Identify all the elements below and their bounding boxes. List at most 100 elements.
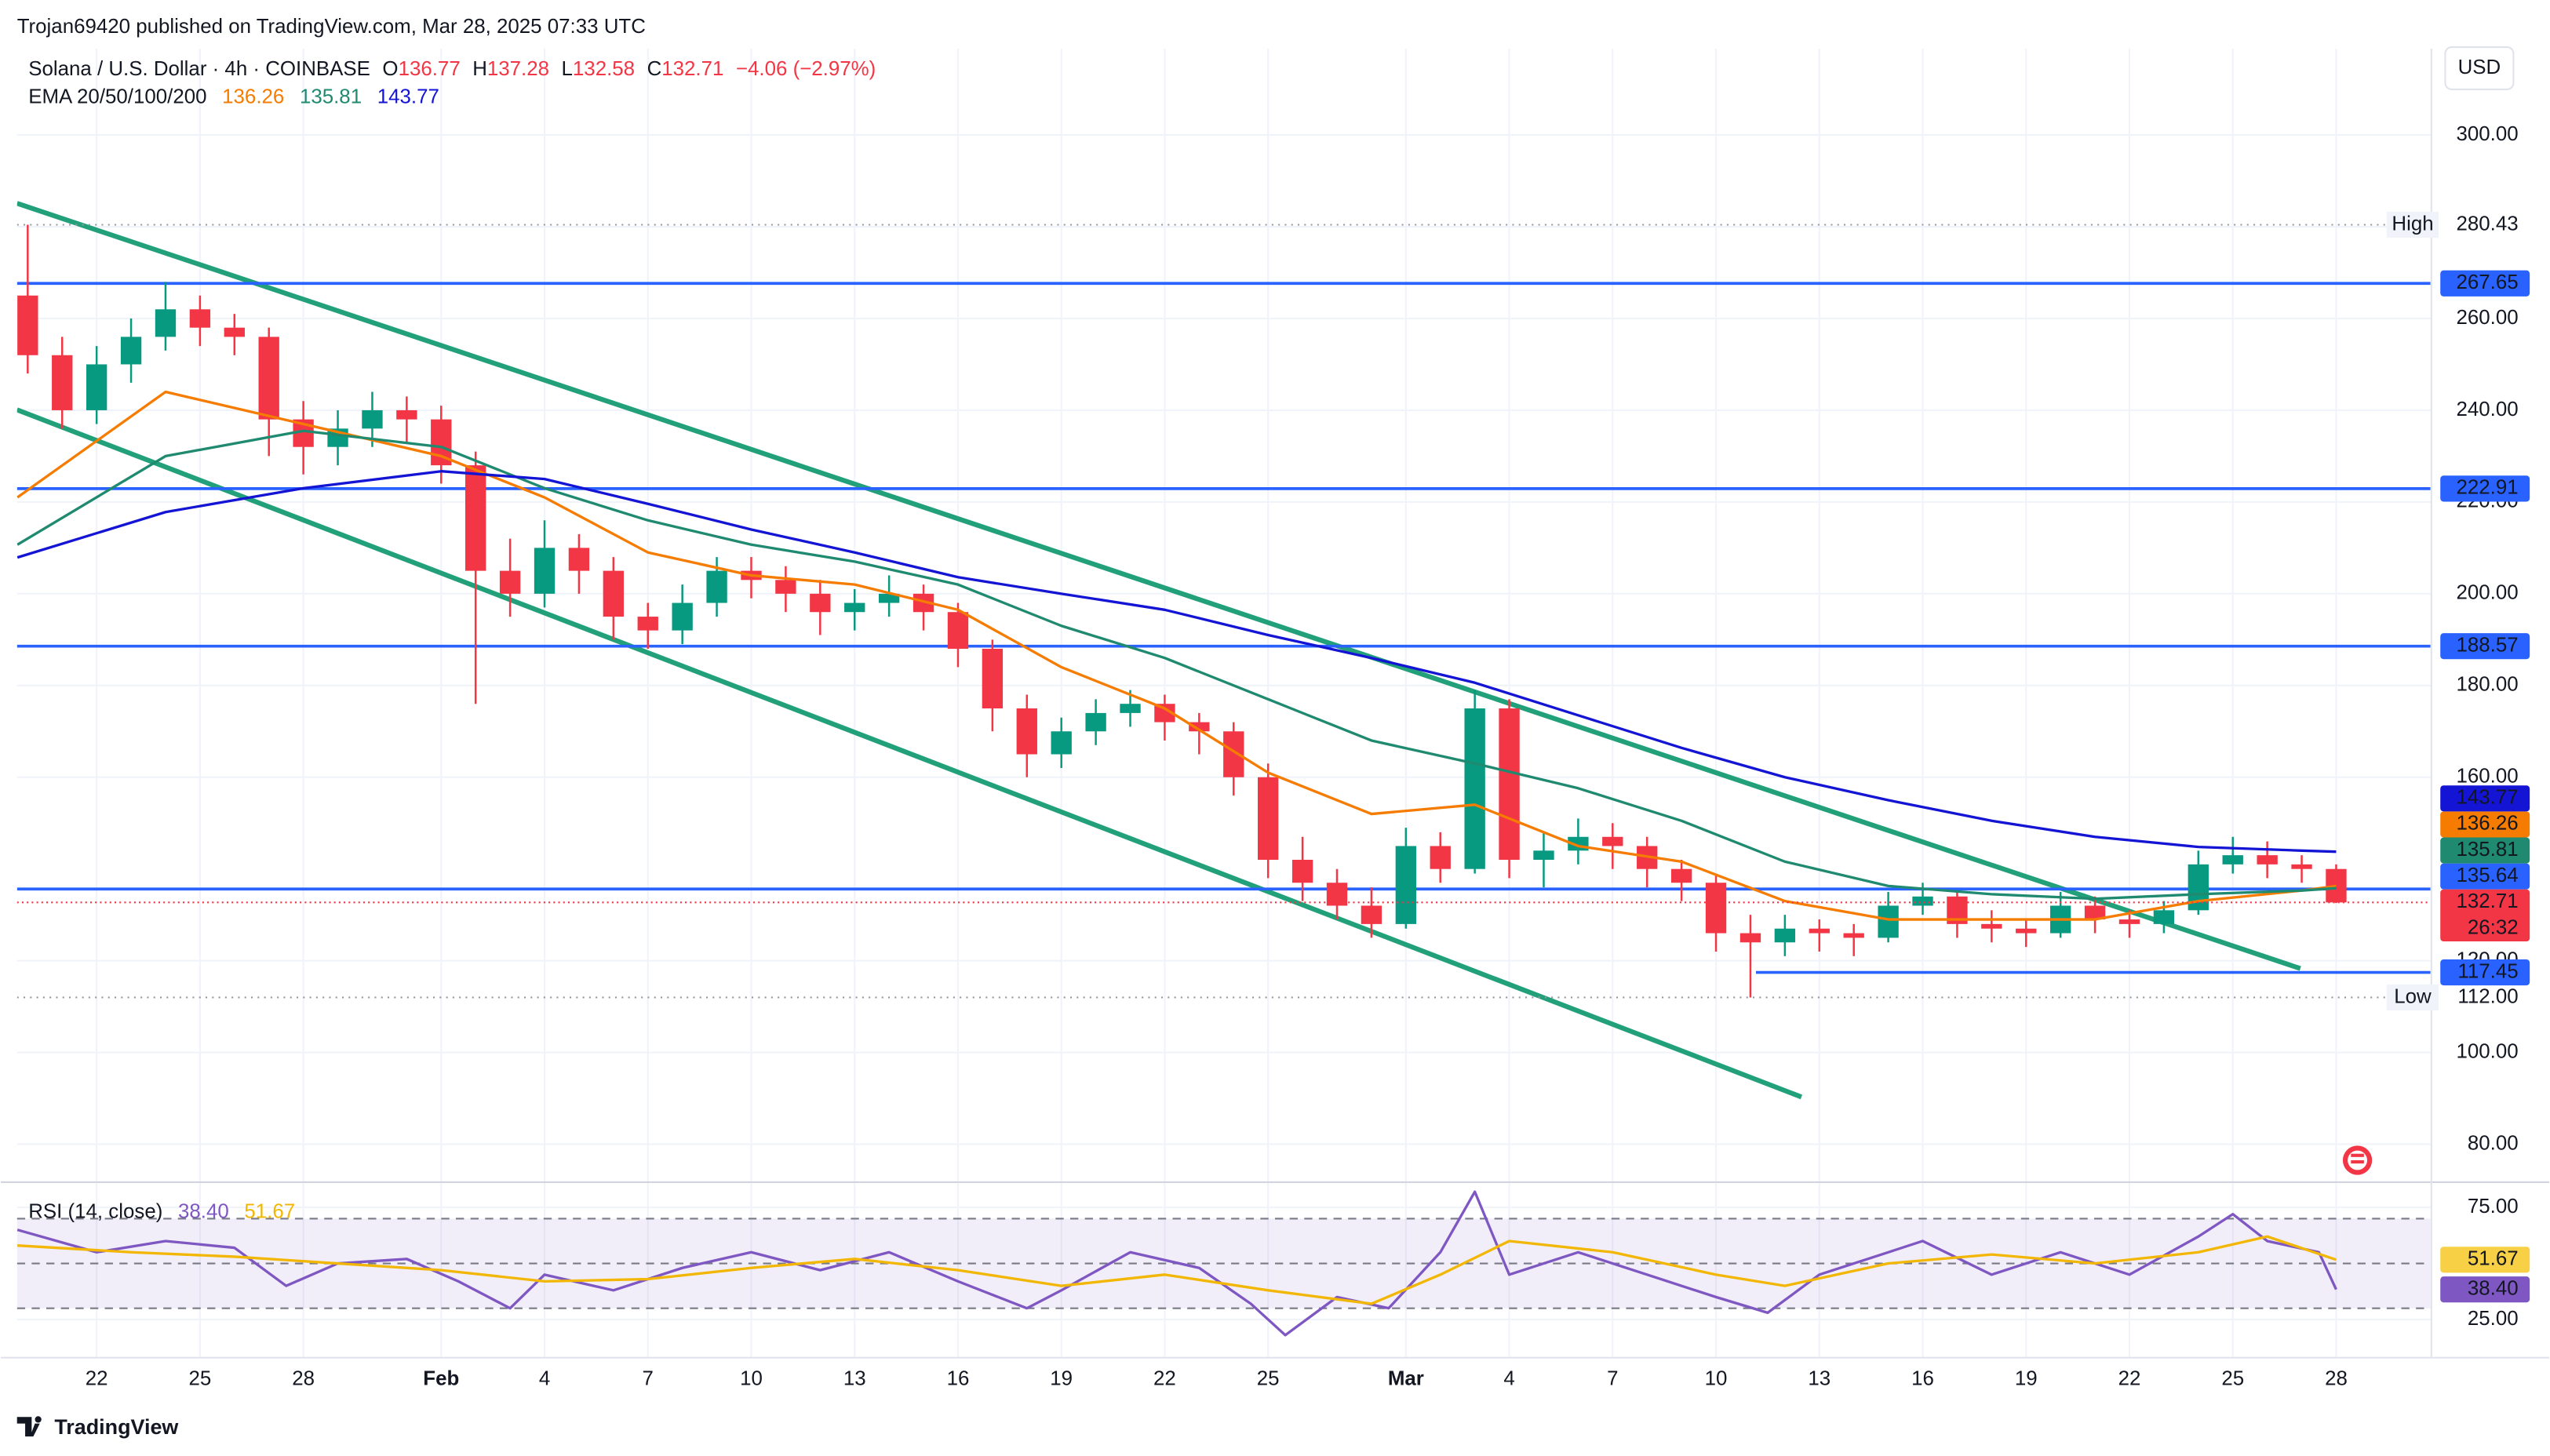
candle-body — [947, 612, 969, 650]
candle-body — [603, 570, 625, 617]
extreme-tag-text: 112.00 — [2457, 985, 2518, 1007]
candle-body — [155, 309, 177, 337]
candle-body — [1499, 708, 1520, 861]
ema-value: 143.77 — [377, 86, 439, 107]
candle-body — [1464, 708, 1485, 869]
candle-body — [1395, 846, 1417, 924]
y-tick-label: 160.00 — [2456, 766, 2518, 788]
x-tick-label: Mar — [1388, 1367, 1424, 1389]
candle-body — [1602, 836, 1623, 846]
candle-body — [982, 649, 1004, 709]
plot — [16, 201, 2431, 1337]
candle-body — [1705, 883, 1727, 934]
ema-label: EMA 20/50/100/200 — [28, 86, 206, 107]
candle-body — [1670, 868, 1692, 883]
price-tag-text: 135.81 — [2456, 839, 2518, 861]
price-tag-text: 222.91 — [2456, 477, 2518, 499]
flag-icon — [2342, 1145, 2373, 1175]
y-tick-label: 300.00 — [2456, 123, 2518, 145]
x-tick-label: 28 — [2325, 1367, 2348, 1389]
low-label: L — [562, 58, 573, 80]
candle-body — [1361, 905, 1382, 924]
x-tick-label: 7 — [1607, 1367, 1618, 1389]
open-label: O — [382, 58, 398, 80]
extreme-tag-text: 280.43 — [2456, 213, 2518, 235]
low-value: 132.58 — [573, 58, 635, 80]
trend-line — [16, 407, 1803, 1100]
x-tick-label: 28 — [292, 1367, 315, 1389]
candle-body — [2153, 910, 2175, 924]
candle-body — [810, 593, 831, 613]
y-tick-label: 260.00 — [2456, 307, 2518, 329]
x-tick-label: 10 — [1705, 1367, 1728, 1389]
candle-body — [1189, 722, 1210, 732]
candle-body — [1809, 928, 1830, 934]
price-tag-text: 267.65 — [2456, 271, 2518, 293]
candle-body — [396, 410, 417, 420]
candle-body — [1258, 777, 1279, 861]
extreme-label-box — [2386, 211, 2439, 238]
candle-body — [1981, 923, 2002, 929]
candle-body — [1430, 846, 1451, 869]
y-tick-label: 180.00 — [2456, 674, 2518, 696]
candle-body — [17, 295, 38, 355]
grid — [16, 49, 2431, 1357]
candle-body — [534, 548, 556, 594]
rsi-ma-value: 51.67 — [244, 1200, 295, 1222]
currency-button[interactable] — [2444, 46, 2515, 90]
price-tag — [2440, 837, 2530, 864]
price-tag — [2440, 959, 2530, 986]
series-line — [16, 1190, 2337, 1337]
high-value: 137.28 — [487, 58, 549, 80]
currency[interactable]: USD — [2458, 56, 2501, 78]
price-tag-text: 51.67 — [2468, 1248, 2519, 1270]
pane — [16, 1190, 2431, 1337]
x-tick-label: 16 — [947, 1367, 970, 1389]
candle-body — [52, 355, 73, 410]
extreme-label: Low — [2394, 985, 2432, 1007]
price-tag-text: 117.45 — [2457, 960, 2518, 982]
candle-body — [1912, 896, 1933, 906]
candle-body — [362, 410, 383, 429]
candle-body — [568, 548, 590, 571]
x-tick-label: 16 — [1911, 1367, 1934, 1389]
countdown: 26:32 — [2468, 916, 2519, 938]
candle-body — [2291, 864, 2312, 869]
ema-value: 135.81 — [300, 86, 362, 107]
candle-body — [1291, 860, 1313, 883]
x-tick-label: 22 — [86, 1367, 108, 1389]
tradingview-logo — [16, 1416, 42, 1437]
high-label: H — [472, 58, 487, 80]
x-tick-label: 25 — [188, 1367, 211, 1389]
open-value: 136.77 — [399, 58, 461, 80]
candle-body — [2222, 855, 2243, 864]
ema-legend: EMA 20/50/100/200 136.26 135.81 143.77 — [28, 86, 439, 107]
candle-body — [224, 327, 245, 337]
x-tick-label: 19 — [2015, 1367, 2038, 1389]
rsi-legend: RSI (14, close) 38.40 51.67 — [28, 1200, 295, 1222]
price-tag — [2440, 1276, 2530, 1303]
price-tag — [2440, 811, 2530, 838]
price-tag — [2440, 475, 2530, 502]
series-line — [16, 429, 2337, 901]
price-tag — [2440, 863, 2530, 890]
x-tick-label: 13 — [843, 1367, 866, 1389]
y-tick-label: 80.00 — [2468, 1132, 2519, 1154]
candle-body — [1533, 850, 1554, 861]
candle-body — [878, 593, 900, 603]
candle-body — [499, 570, 521, 594]
x-tick-label: 13 — [1808, 1367, 1831, 1389]
ema-value: 136.26 — [222, 86, 284, 107]
extreme-label-box — [2386, 984, 2439, 1011]
candle-body — [1051, 731, 1072, 755]
candle-body — [1154, 704, 1175, 723]
trend-line — [16, 201, 2301, 971]
candle-body — [2118, 919, 2140, 924]
extreme-tag — [2440, 211, 2530, 238]
x-tick-label: 4 — [539, 1367, 550, 1389]
y-tick-label: 75.00 — [2468, 1196, 2519, 1218]
candle-body — [775, 580, 796, 594]
x-tick-label: 7 — [643, 1367, 654, 1389]
candle-body — [120, 337, 142, 365]
